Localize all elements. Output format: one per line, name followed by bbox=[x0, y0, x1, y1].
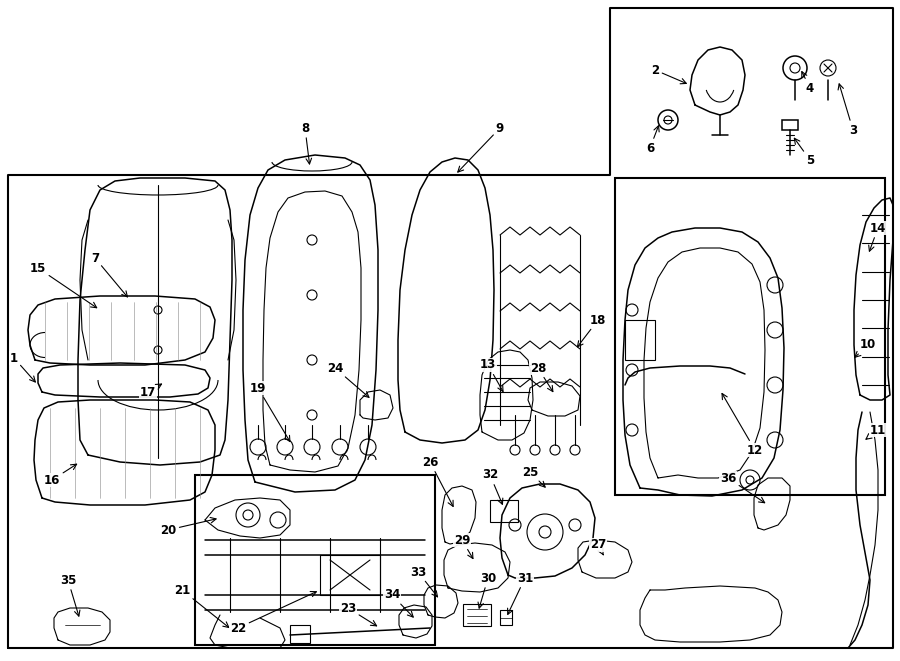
Text: 19: 19 bbox=[250, 381, 290, 442]
Text: 34: 34 bbox=[383, 588, 413, 617]
Text: 26: 26 bbox=[422, 455, 453, 506]
Text: 13: 13 bbox=[480, 358, 503, 391]
Text: 15: 15 bbox=[30, 262, 96, 308]
Text: 32: 32 bbox=[482, 469, 503, 504]
Circle shape bbox=[154, 346, 162, 354]
Bar bbox=[320, 555, 380, 595]
Text: 17: 17 bbox=[140, 384, 161, 399]
Text: 23: 23 bbox=[340, 602, 376, 626]
Text: 33: 33 bbox=[410, 566, 437, 597]
Text: 10: 10 bbox=[855, 338, 876, 357]
Text: 16: 16 bbox=[44, 464, 76, 486]
Text: 5: 5 bbox=[795, 138, 815, 167]
Text: 31: 31 bbox=[508, 572, 533, 614]
Bar bbox=[490, 500, 518, 522]
Text: 25: 25 bbox=[522, 465, 545, 487]
Text: 24: 24 bbox=[327, 362, 369, 397]
Text: 7: 7 bbox=[91, 251, 128, 297]
Bar bbox=[625, 320, 655, 360]
Text: 12: 12 bbox=[722, 393, 763, 457]
Text: 30: 30 bbox=[478, 572, 496, 608]
Text: 8: 8 bbox=[301, 122, 311, 164]
Text: 3: 3 bbox=[838, 84, 857, 137]
Circle shape bbox=[243, 510, 253, 520]
Text: 6: 6 bbox=[646, 126, 659, 155]
Text: 28: 28 bbox=[530, 362, 553, 391]
Text: 1: 1 bbox=[10, 352, 35, 382]
Text: 35: 35 bbox=[59, 574, 80, 616]
Bar bbox=[463, 604, 491, 626]
Bar bbox=[500, 610, 512, 625]
Text: 4: 4 bbox=[802, 71, 814, 95]
Bar bbox=[615, 178, 885, 495]
Circle shape bbox=[154, 306, 162, 314]
Text: 36: 36 bbox=[720, 471, 765, 503]
Text: 21: 21 bbox=[174, 584, 229, 627]
Bar bbox=[290, 625, 310, 643]
Text: 29: 29 bbox=[454, 533, 473, 559]
Bar bbox=[195, 475, 435, 645]
Text: 18: 18 bbox=[578, 313, 607, 347]
Text: 9: 9 bbox=[458, 122, 504, 172]
Text: 11: 11 bbox=[866, 424, 886, 440]
Text: 20: 20 bbox=[160, 518, 216, 537]
Bar bbox=[782, 120, 798, 130]
Text: 27: 27 bbox=[590, 539, 606, 555]
Text: 14: 14 bbox=[868, 221, 886, 251]
Text: 2: 2 bbox=[651, 63, 687, 84]
Text: 22: 22 bbox=[230, 592, 317, 635]
